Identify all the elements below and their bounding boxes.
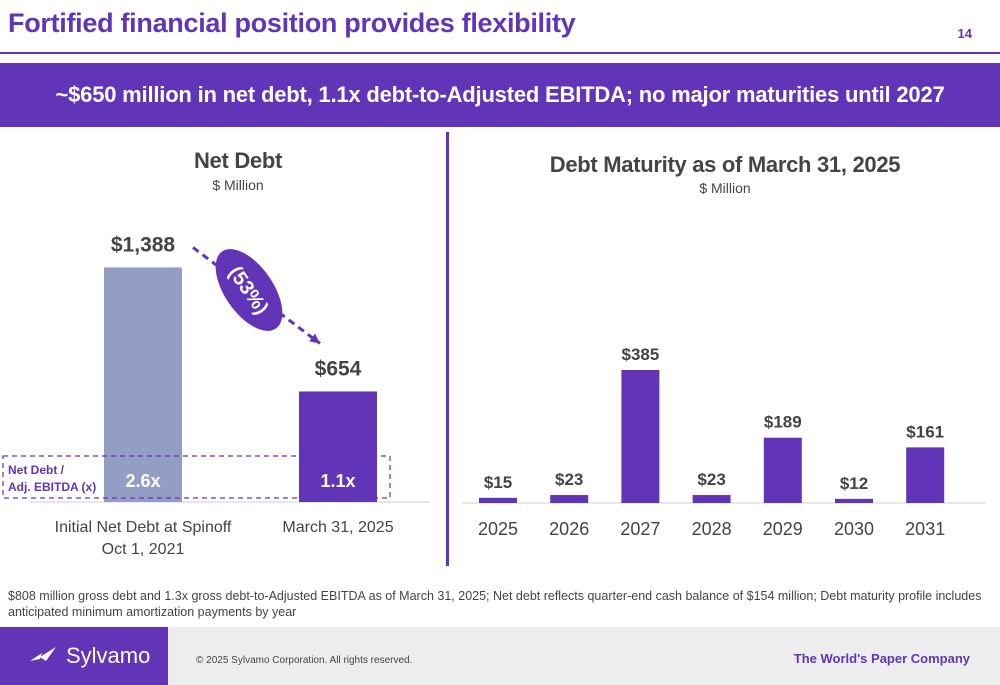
maturity-bar — [479, 497, 517, 503]
maturity-chart-subtitle: $ Million — [699, 180, 751, 196]
net-debt-value-label: $654 — [315, 357, 362, 380]
maturity-bar — [621, 369, 660, 503]
leverage-label: Adj. EBITDA (x) — [8, 480, 96, 494]
logo-text: Sylvamo — [66, 643, 151, 668]
maturity-year-label: 2029 — [763, 519, 803, 539]
net-debt-bar — [299, 391, 377, 502]
leverage-value-label: 1.1x — [320, 471, 355, 491]
maturity-year-label: 2025 — [478, 519, 518, 539]
net-debt-value-label: $1,388 — [111, 233, 176, 256]
leverage-callout-box — [2, 455, 391, 499]
headline-banner: ~$650 million in net debt, 1.1x debt-to-… — [0, 63, 1000, 127]
maturity-bar — [835, 498, 873, 503]
net-debt-chart-subtitle: $ Million — [212, 177, 264, 193]
footnote: $808 million gross debt and 1.3x gross d… — [8, 589, 982, 619]
maturity-value-label: $385 — [621, 345, 659, 364]
maturity-year-label: 2026 — [549, 519, 589, 539]
change-arrow — [192, 246, 321, 345]
bird-icon — [30, 647, 56, 661]
title-divider — [0, 52, 1000, 54]
maturity-bar — [763, 437, 802, 503]
maturity-value-label: $23 — [555, 470, 583, 489]
net-debt-bar — [104, 267, 182, 502]
page-title: Fortified financial position provides fl… — [8, 8, 576, 38]
panel-divider — [446, 132, 449, 566]
leverage-label: Net Debt / — [8, 463, 65, 477]
maturity-bar — [906, 447, 945, 503]
net-debt-category-label: March 31, 2025 — [282, 519, 393, 536]
change-badge-shape — [215, 249, 283, 331]
copyright-text: © 2025 Sylvamo Corporation. All rights r… — [196, 655, 413, 666]
maturity-value-label: $161 — [906, 422, 944, 441]
maturity-year-label: 2030 — [834, 519, 874, 539]
net-debt-chart-title: Net Debt — [193, 148, 283, 173]
page-number: 14 — [957, 26, 972, 41]
maturity-value-label: $12 — [840, 474, 868, 493]
maturity-chart-title: Debt Maturity as of March 31, 2025 — [549, 152, 901, 177]
tagline: The World's Paper Company — [793, 651, 970, 666]
maturity-bar — [692, 495, 731, 503]
maturity-year-label: 2031 — [905, 519, 945, 539]
maturity-year-label: 2027 — [620, 519, 660, 539]
company-logo[interactable]: Sylvamo — [0, 627, 168, 685]
change-arrowhead — [309, 333, 320, 344]
maturity-value-label: $15 — [484, 473, 512, 492]
maturity-bar — [550, 495, 589, 503]
maturity-value-label: $189 — [764, 413, 802, 432]
maturity-value-label: $23 — [697, 470, 725, 489]
maturity-year-label: 2028 — [692, 519, 732, 539]
net-debt-category-label: Initial Net Debt at Spinoff — [55, 519, 232, 536]
leverage-value-label: 2.6x — [125, 471, 160, 491]
net-debt-category-label: Oct 1, 2021 — [102, 541, 185, 558]
